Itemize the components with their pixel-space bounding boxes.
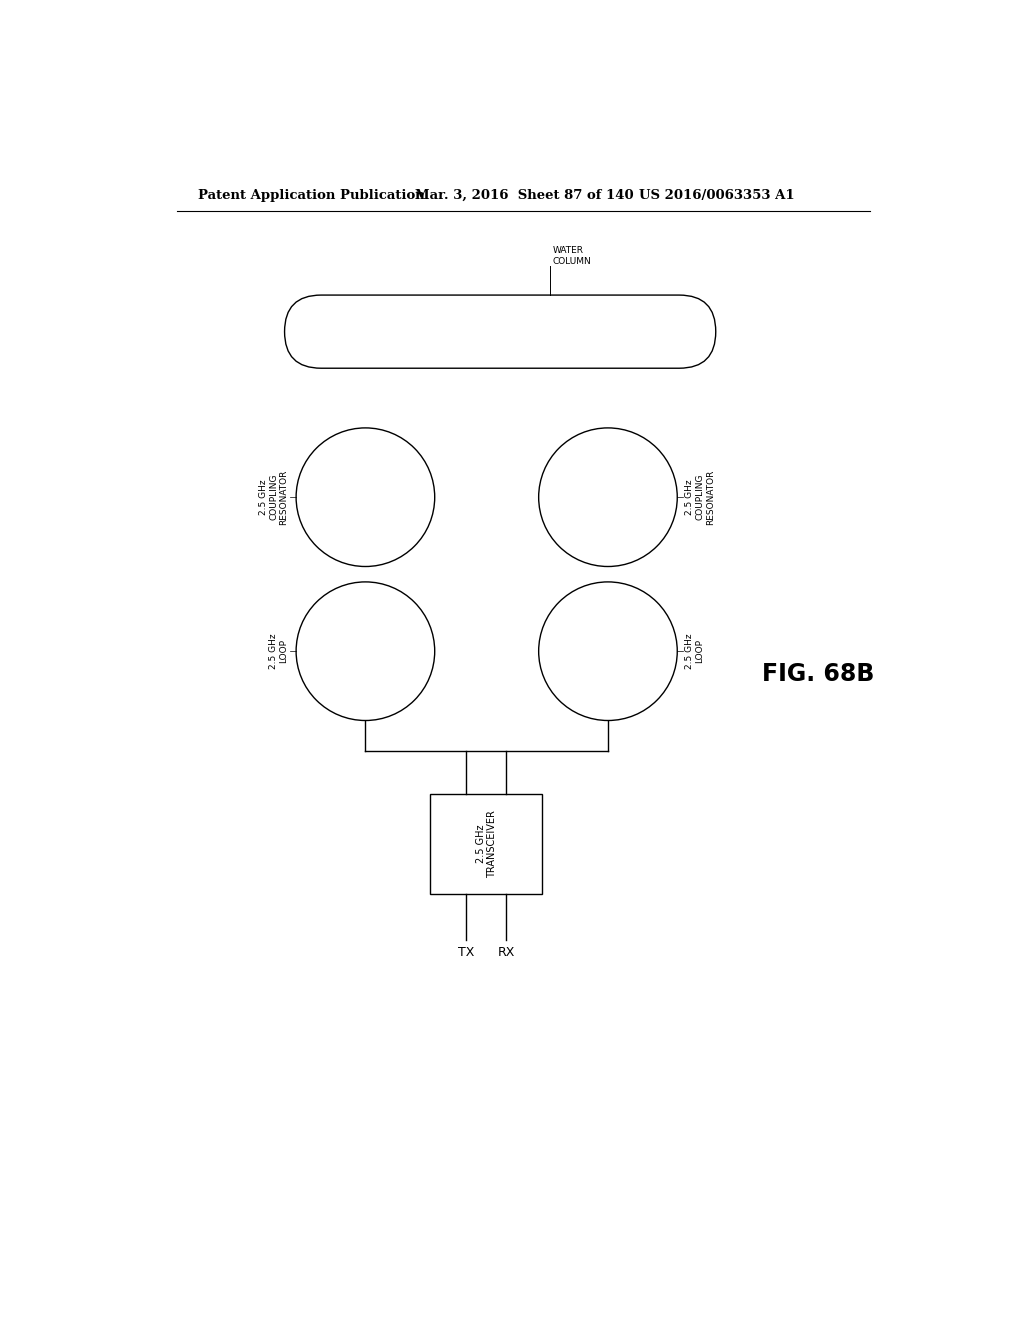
Text: US 2016/0063353 A1: US 2016/0063353 A1 [639, 189, 795, 202]
Text: Mar. 3, 2016  Sheet 87 of 140: Mar. 3, 2016 Sheet 87 of 140 [416, 189, 634, 202]
Text: 2.5 GHz
TRANSCEIVER: 2.5 GHz TRANSCEIVER [475, 809, 497, 878]
Text: 2.5 GHz
COUPLING
RESONATOR: 2.5 GHz COUPLING RESONATOR [259, 470, 289, 525]
Text: TX: TX [458, 946, 474, 960]
Text: RX: RX [498, 946, 515, 960]
Text: 2.5 GHz
LOOP: 2.5 GHz LOOP [269, 634, 289, 669]
Bar [430, 793, 542, 894]
Text: WATER
COLUMN: WATER COLUMN [553, 247, 591, 265]
FancyBboxPatch shape [285, 296, 716, 368]
Circle shape [296, 582, 435, 721]
Text: 2.5 GHz
COUPLING
RESONATOR: 2.5 GHz COUPLING RESONATOR [685, 470, 715, 525]
Text: Patent Application Publication: Patent Application Publication [199, 189, 425, 202]
Circle shape [296, 428, 435, 566]
Text: 2.5 GHz
LOOP: 2.5 GHz LOOP [685, 634, 705, 669]
Circle shape [539, 582, 677, 721]
Circle shape [539, 428, 677, 566]
Text: FIG. 68B: FIG. 68B [762, 663, 874, 686]
